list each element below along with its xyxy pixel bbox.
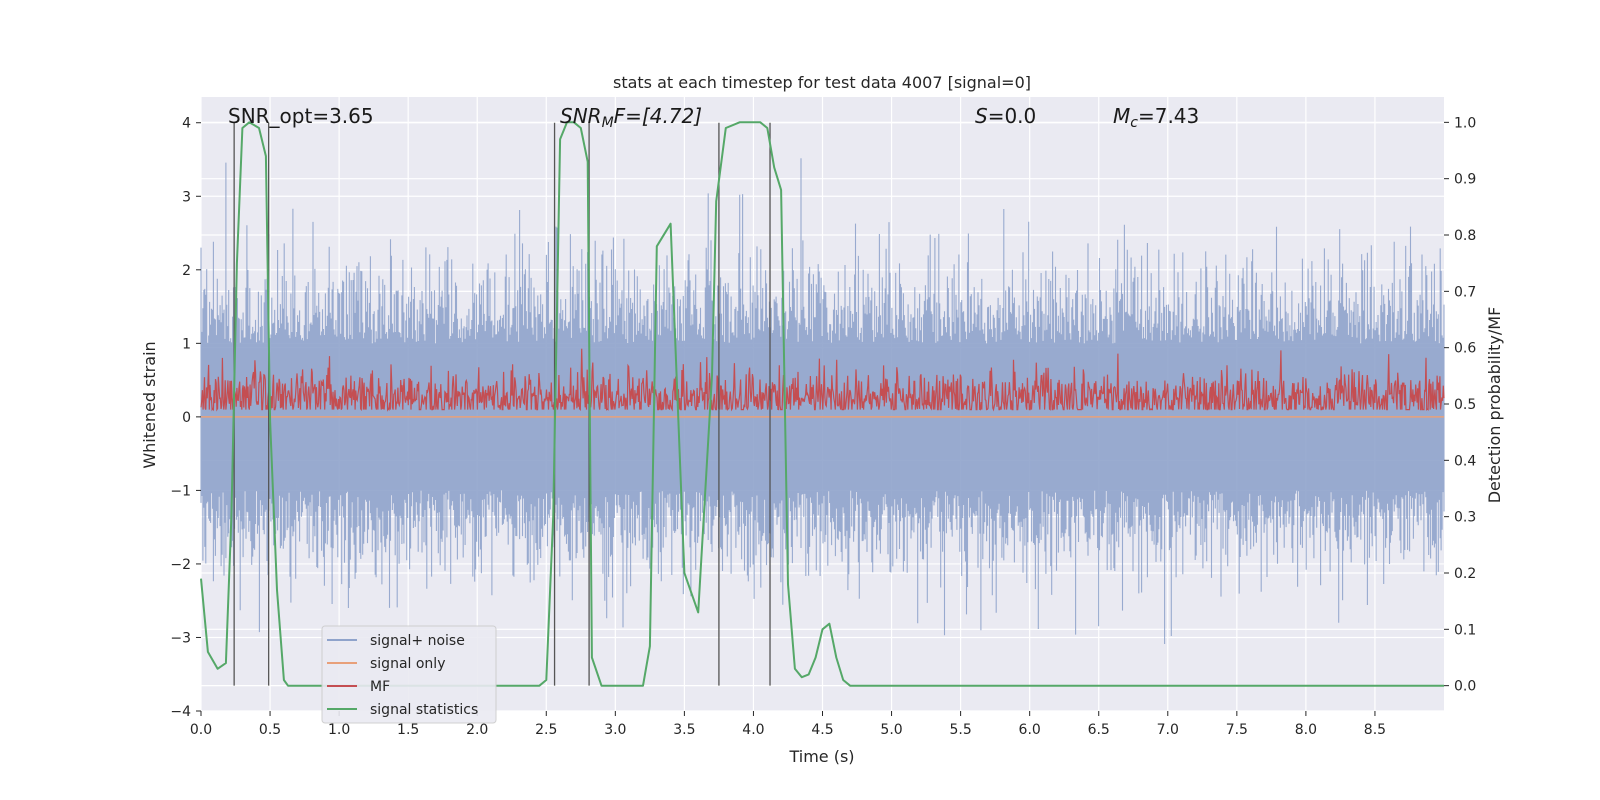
x-tick-label: 1.0 bbox=[328, 722, 350, 738]
x-tick-label: 8.5 bbox=[1364, 722, 1386, 738]
signal-statistics-line bbox=[200, 121, 1444, 687]
x-tick-label: 5.0 bbox=[880, 722, 902, 738]
y-left-tick-label: 3 bbox=[182, 189, 191, 205]
annotation-mc-rest: =7.43 bbox=[1138, 104, 1199, 128]
annotation-mc: Mc=7.43 bbox=[1113, 104, 1199, 131]
y-right-tick-label: 0.0 bbox=[1454, 679, 1476, 695]
x-tick-label: 6.5 bbox=[1088, 722, 1110, 738]
annotation-s-rest: =0.0 bbox=[988, 104, 1037, 128]
x-tick-label: 2.5 bbox=[535, 722, 557, 738]
annotation-snr-mf-main: SNR bbox=[560, 104, 602, 128]
x-axis-label: Time (s) bbox=[788, 747, 854, 766]
y-right-tick-label: 0.6 bbox=[1454, 341, 1476, 357]
y-left-tick-label: 1 bbox=[182, 336, 191, 352]
y-left-tick-label: 0 bbox=[182, 410, 191, 426]
x-tick-label: 0.5 bbox=[259, 722, 281, 738]
y-right-tick-label: 0.2 bbox=[1454, 566, 1476, 582]
y-left-tick-label: −3 bbox=[170, 630, 191, 646]
x-tick-label: 0.0 bbox=[190, 722, 212, 738]
y-right-tick-label: 0.1 bbox=[1454, 622, 1476, 638]
y-axis-left-label: Whitened strain bbox=[140, 341, 159, 468]
signal-statistics-series bbox=[200, 121, 1444, 687]
y-right-tick-label: 0.5 bbox=[1454, 397, 1476, 413]
annotation-s-main: S bbox=[975, 104, 988, 128]
chart-title: stats at each timestep for test data 400… bbox=[613, 73, 1031, 92]
legend-label-signal-noise: signal+ noise bbox=[370, 633, 465, 649]
annotation-snr-mf-sub: M bbox=[602, 115, 614, 131]
x-tick-label: 4.5 bbox=[811, 722, 833, 738]
x-tick-label: 8.0 bbox=[1295, 722, 1317, 738]
y-right-tick-label: 1.0 bbox=[1454, 115, 1476, 131]
mf-series bbox=[200, 348, 1445, 412]
x-tick-label: 7.0 bbox=[1157, 722, 1179, 738]
y-left-tick-label: 4 bbox=[182, 116, 191, 132]
x-tick-label: 7.5 bbox=[1226, 722, 1248, 738]
legend-label-mf: MF bbox=[370, 679, 390, 695]
axes-ticks: 0.0 0.5 1.0 1.5 2.0 2.5 3.0 3.5 4.0 4.5 5.0 5.5 6.0 6… bbox=[170, 115, 1476, 738]
x-tick-label: 6.0 bbox=[1019, 722, 1041, 738]
x-tick-label: 1.5 bbox=[397, 722, 419, 738]
x-tick-label: 3.5 bbox=[673, 722, 695, 738]
legend-box bbox=[321, 625, 497, 724]
y-right-tick-label: 0.9 bbox=[1454, 172, 1476, 188]
legend: signal+ noise signal only MF signal stat… bbox=[321, 625, 497, 724]
annotation-mc-sub: c bbox=[1130, 115, 1138, 131]
annotation-snr-mf: SNRMF=[4.72] bbox=[560, 104, 702, 131]
y-left-tick-label: −1 bbox=[170, 483, 191, 499]
x-tick-label: 2.0 bbox=[466, 722, 488, 738]
y-right-tick-label: 0.3 bbox=[1454, 510, 1476, 526]
y-left-tick-label: −4 bbox=[170, 704, 191, 720]
legend-label-signal-only: signal only bbox=[370, 656, 445, 672]
y-right-tick-label: 0.4 bbox=[1454, 453, 1476, 469]
x-tick-label: 5.5 bbox=[949, 722, 971, 738]
y-right-tick-label: 0.8 bbox=[1454, 228, 1476, 244]
mf-line bbox=[200, 348, 1445, 412]
y-right-tick-label: 0.7 bbox=[1454, 284, 1476, 300]
legend-label-signal-statistics: signal statistics bbox=[370, 702, 478, 718]
annotation-s: S=0.0 bbox=[975, 104, 1036, 128]
annotation-snr-opt: SNR_opt=3.65 bbox=[228, 104, 374, 128]
y-left-tick-label: −2 bbox=[170, 557, 191, 573]
y-left-tick-label: 2 bbox=[182, 263, 191, 279]
y-axis-right-label: Detection probability/MF bbox=[1485, 307, 1504, 504]
annotation-snr-mf-rest: F=[4.72] bbox=[614, 104, 702, 128]
x-tick-label: 3.0 bbox=[604, 722, 626, 738]
annotation-mc-main: M bbox=[1113, 104, 1130, 128]
x-tick-label: 4.0 bbox=[742, 722, 764, 738]
